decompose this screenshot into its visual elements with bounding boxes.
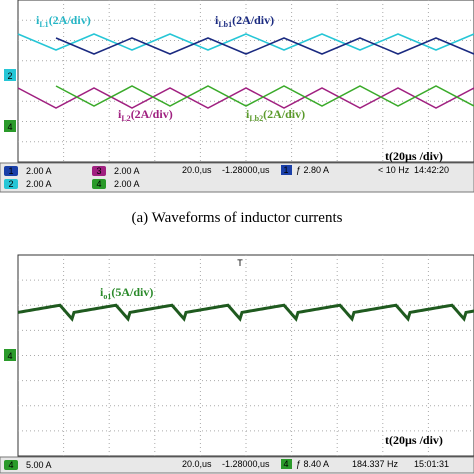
channel-marker-label: 4	[7, 351, 12, 361]
waveform-label: iLb2(2A/div)	[246, 107, 305, 123]
time-label: t(20µs /div)	[385, 149, 443, 163]
channel-scale: 2.00 A	[26, 179, 52, 189]
trigger-badge	[281, 459, 292, 469]
channel-marker-label: 2	[7, 71, 12, 81]
label-scale: (2A/div)	[131, 107, 173, 121]
waveform-label: iLb1(2A/div)	[215, 13, 274, 29]
channel-number: 3	[96, 166, 101, 176]
trigger-level: ƒ 8.40 A	[296, 459, 329, 469]
channel-scale: 5.00 A	[26, 460, 52, 470]
waveform-ilb2	[55, 85, 474, 107]
channel-badge	[4, 179, 18, 189]
label-scale: (2A/div)	[263, 107, 305, 121]
channel-badge	[92, 179, 106, 189]
trigger-level: ƒ 2.80 A	[296, 165, 329, 175]
delay: -1.28000,us	[222, 165, 270, 175]
label-symbol: i	[118, 107, 122, 121]
status-bar	[0, 456, 474, 474]
label-subscript: Lb2	[249, 114, 263, 123]
clock: 14:42:20	[414, 165, 449, 175]
timebase: 20.0,us	[182, 459, 212, 469]
channel-number: 4	[8, 460, 13, 470]
waveform-il1	[17, 33, 474, 51]
time-label: t(20µs /div)	[385, 433, 443, 447]
channel-badge	[92, 166, 106, 176]
label-symbol: i	[246, 107, 250, 121]
waveform-label: iL1(2A/div)	[36, 13, 91, 29]
trigger-marker: T	[237, 258, 243, 268]
frequency: < 10 Hz	[378, 165, 410, 175]
label-subscript: L2	[121, 114, 130, 123]
label-subscript: L1	[39, 20, 48, 29]
channel-number: 4	[96, 179, 101, 189]
delay: -1.28000,us	[222, 459, 270, 469]
caption: (a) Waveforms of inductor currents	[132, 210, 343, 226]
clock: 15:01:31	[414, 459, 449, 469]
label-symbol: i	[100, 285, 104, 299]
label-symbol: i	[215, 13, 219, 27]
channel-number: 2	[8, 179, 13, 189]
channel-marker	[4, 349, 16, 361]
label-subscript: o1	[103, 292, 111, 301]
trigger-channel: 1	[283, 165, 288, 175]
trigger-channel: 4	[283, 459, 288, 469]
waveform-label: iL2(2A/div)	[118, 107, 173, 123]
label-subscript: Lb1	[218, 20, 232, 29]
channel-marker-label: 4	[7, 122, 12, 132]
label-symbol: i	[36, 13, 40, 27]
channel-marker	[4, 120, 16, 132]
channel-badge	[4, 460, 18, 470]
waveform-il2	[17, 87, 474, 109]
timebase: 20.0,us	[182, 165, 212, 175]
label-scale: (2A/div)	[232, 13, 274, 27]
label-scale: (5A/div)	[111, 285, 153, 299]
channel-badge	[4, 166, 18, 176]
channel-scale: 2.00 A	[114, 166, 140, 176]
channel-scale: 2.00 A	[114, 179, 140, 189]
waveform-label: io1(5A/div)	[100, 285, 153, 301]
label-scale: (2A/div)	[49, 13, 91, 27]
waveform-io1	[17, 303, 474, 322]
trigger-badge	[281, 165, 292, 175]
channel-marker	[4, 69, 16, 81]
frequency: 184.337 Hz	[352, 459, 399, 469]
waveform-ilb1	[55, 37, 474, 55]
channel-number: 1	[8, 166, 13, 176]
status-bar	[0, 162, 474, 193]
channel-scale: 2.00 A	[26, 166, 52, 176]
